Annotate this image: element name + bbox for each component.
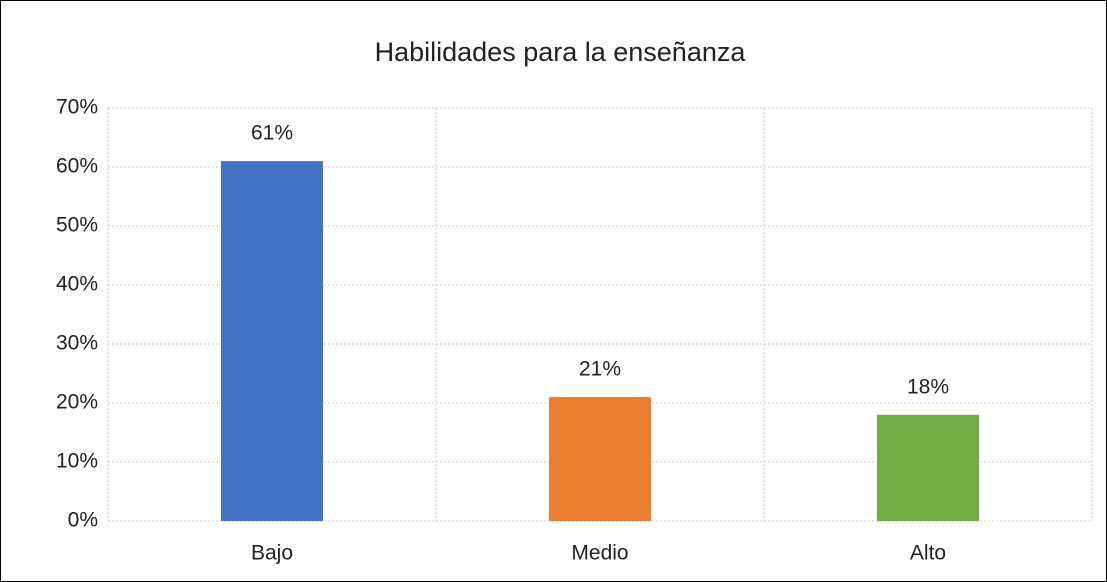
y-tick-label: 40% — [56, 273, 98, 296]
y-tick-label: 0% — [68, 509, 98, 532]
y-tick-label: 70% — [56, 96, 98, 119]
x-tick-label: Medio — [571, 542, 628, 565]
y-tick-label: 50% — [56, 214, 98, 237]
x-tick-label: Bajo — [251, 542, 293, 565]
data-label: 18% — [907, 375, 949, 398]
x-tick-label: Alto — [910, 542, 946, 565]
y-tick-label: 10% — [56, 450, 98, 473]
bar — [221, 161, 323, 521]
bar — [877, 414, 979, 521]
y-tick-label: 30% — [56, 332, 98, 355]
chart-title: Habilidades para la enseñanza — [375, 37, 747, 67]
data-label: 21% — [579, 358, 621, 381]
y-tick-label: 20% — [56, 391, 98, 414]
y-tick-label: 60% — [56, 155, 98, 178]
data-label: 61% — [251, 122, 293, 145]
bar — [549, 397, 651, 521]
